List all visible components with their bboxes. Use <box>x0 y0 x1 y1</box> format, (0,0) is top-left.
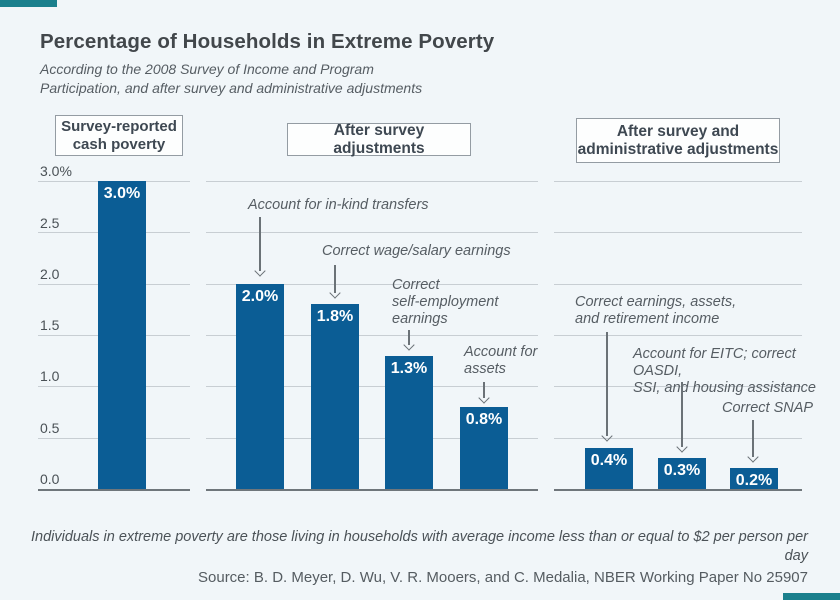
arrow-stem <box>681 382 683 447</box>
chart-title: Percentage of Households in Extreme Pove… <box>40 30 495 53</box>
annotation-earnings-assets-retirement: Correct earnings, assets, and retirement… <box>575 294 737 327</box>
y-tick-label-0-5: 0.5 <box>40 420 60 436</box>
arrow-head-icon <box>747 451 759 463</box>
arrow-head-icon <box>254 265 266 277</box>
accent-bar-bottom-right <box>783 593 840 600</box>
panel-header-after-survey-and-administrative-adjustments: After survey and administrative adjustme… <box>576 118 780 163</box>
arrow-stem <box>752 420 754 457</box>
bar-self-employment-earnings: 1.3% <box>385 356 433 489</box>
gridline <box>554 232 802 233</box>
arrow-eitc-oasdi-ssi-housing <box>676 382 688 453</box>
annotation-eitc-oasdi-ssi-housing: Account for EITC; correct OASDI, SSI, an… <box>633 346 816 396</box>
footer: Individuals in extreme poverty are those… <box>30 528 808 587</box>
arrow-correct-snap <box>747 420 759 463</box>
bar-in-kind-transfers: 2.0% <box>236 284 284 489</box>
footer-note: Individuals in extreme poverty are those… <box>30 529 808 564</box>
annotation-in-kind-transfers: Account for in-kind transfers <box>248 197 429 213</box>
bar-value-label: 1.8% <box>316 308 354 325</box>
bar-value-label: 0.8% <box>465 411 503 428</box>
x-axis-line <box>554 489 802 491</box>
y-tick-label-2-5: 2.5 <box>40 215 60 231</box>
arrow-head-icon <box>329 287 341 299</box>
gridline <box>206 438 538 439</box>
arrow-stem <box>606 332 608 436</box>
arrow-stem <box>259 217 261 271</box>
panel-header-after-survey-adjustments: After survey adjustments <box>287 122 471 157</box>
gridline <box>206 386 538 387</box>
annotation-wage-salary-earnings: Correct wage/salary earnings <box>322 243 511 259</box>
bar-value-label: 0.3% <box>663 462 701 479</box>
annotation-account-for-assets: Account for assets <box>464 344 538 377</box>
arrow-earnings-assets-retirement <box>601 332 613 442</box>
annotation-self-employment-earnings: Correct self-employment earnings <box>392 277 499 327</box>
bar-value-label: 0.4% <box>590 452 628 469</box>
gridline <box>554 335 802 336</box>
arrow-stem <box>483 382 485 398</box>
y-tick-label-1-0: 1.0 <box>40 368 60 384</box>
annotation-correct-snap: Correct SNAP <box>722 400 814 416</box>
accent-bar-top-left <box>0 0 57 7</box>
bar-value-label: 2.0% <box>241 288 279 305</box>
panel-header-survey-reported-cash-poverty: Survey-reported cash poverty <box>55 115 183 156</box>
arrow-self-employment-earnings <box>403 330 415 351</box>
y-tick-label-3-0: 3.0% <box>40 163 72 179</box>
chart-subtitle: According to the 2008 Survey of Income a… <box>40 61 423 96</box>
bar-correct-snap: 0.2% <box>730 468 778 489</box>
bar-survey-reported-cash-poverty: 3.0% <box>98 181 146 489</box>
panel-grid-3 <box>554 181 802 491</box>
gridline <box>554 386 802 387</box>
arrow-head-icon <box>601 430 613 442</box>
bar-value-label: 0.2% <box>735 472 773 489</box>
gridline <box>206 232 538 233</box>
arrow-wage-salary-earnings <box>329 265 341 299</box>
arrow-head-icon <box>403 339 415 351</box>
bar-eitc-oasdi-ssi-housing: 0.3% <box>658 458 706 489</box>
bar-value-label: 1.3% <box>390 360 428 377</box>
gridline <box>206 335 538 336</box>
footer-source: Source: B. D. Meyer, D. Wu, V. R. Mooers… <box>198 569 808 586</box>
y-tick-label-1-5: 1.5 <box>40 317 60 333</box>
gridline <box>554 284 802 285</box>
bar-value-label: 3.0% <box>103 185 141 202</box>
y-tick-label-2-0: 2.0 <box>40 266 60 282</box>
x-axis-line <box>206 489 538 491</box>
bar-wage-salary-earnings: 1.8% <box>311 304 359 489</box>
arrow-stem <box>408 330 410 345</box>
arrow-account-for-assets <box>478 382 490 404</box>
bar-account-for-assets: 0.8% <box>460 407 508 489</box>
panel-grid-2 <box>206 181 538 491</box>
gridline <box>206 181 538 182</box>
gridline <box>554 438 802 439</box>
gridline <box>554 181 802 182</box>
arrow-in-kind-transfers <box>254 217 266 277</box>
arrow-stem <box>334 265 336 293</box>
gridline <box>206 284 538 285</box>
y-tick-label-0-0: 0.0 <box>40 471 60 487</box>
arrow-head-icon <box>676 441 688 453</box>
arrow-head-icon <box>478 392 490 404</box>
x-axis-line <box>38 489 190 491</box>
bar-earnings-assets-retirement: 0.4% <box>585 448 633 489</box>
